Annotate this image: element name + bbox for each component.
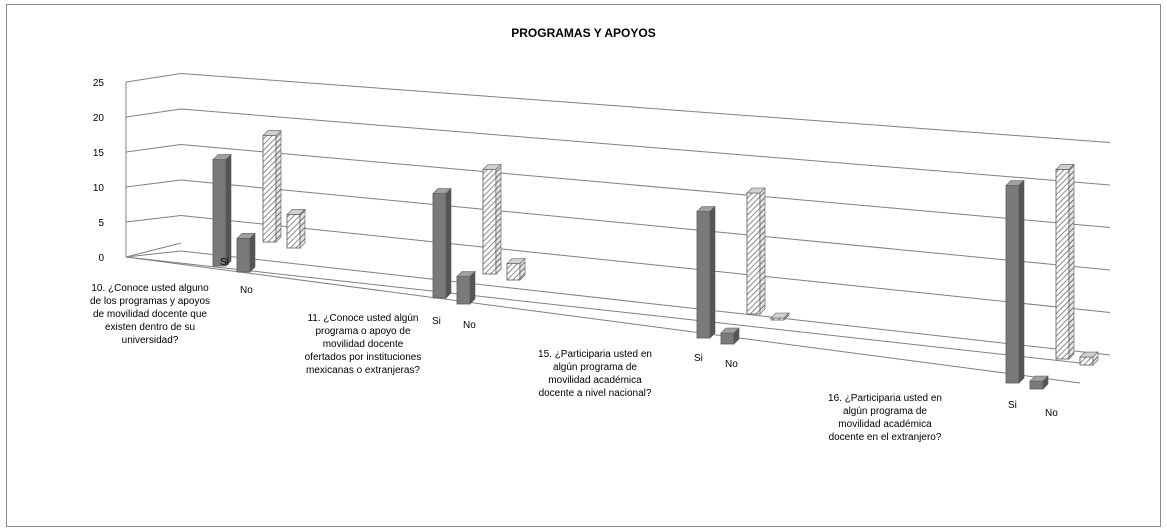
bar-front (212, 159, 227, 267)
question-line: de los programas y apoyos (89, 296, 211, 307)
bar-4-1 (1005, 179, 1025, 384)
gridline-back-10 (180, 179, 1111, 271)
bar-front (1005, 185, 1020, 384)
bar-2-1 (432, 187, 452, 299)
question-line: 16. ¿Participaria usted en (828, 393, 942, 404)
question-label-3: 15. ¿Participaria usted en algún programa… (520, 348, 670, 400)
question-line: 15. ¿Participaria usted en (538, 349, 652, 360)
bar-front (286, 213, 301, 249)
bar-front (506, 263, 521, 281)
category-label-no: No (240, 285, 253, 296)
bar-side (759, 187, 766, 315)
gridline-left-5 (125, 215, 182, 223)
bar-side (1042, 375, 1049, 390)
question-line: algún programa de (843, 406, 927, 417)
gridline-back-25 (180, 73, 1111, 143)
y-tick-label: 25 (93, 78, 105, 89)
y-tick-label: 5 (98, 218, 104, 229)
question-line: 10. ¿Conoce usted alguno (91, 283, 209, 294)
bar-front (1055, 168, 1070, 360)
category-label-si: Si (1008, 400, 1017, 411)
y-tick-label: 0 (98, 253, 104, 264)
bar-front (696, 211, 711, 339)
bar-side (445, 187, 452, 299)
bar-1-2 (236, 232, 256, 273)
gridline-back-0 (180, 250, 1111, 356)
bar-1-3 (262, 129, 282, 243)
gridline-left-15 (125, 144, 182, 153)
category-label-no: No (463, 320, 476, 331)
question-line: 11. ¿Conoce usted algún (307, 313, 419, 324)
bar-side (1092, 351, 1099, 366)
question-line: mexicanas o extranjeras? (306, 365, 420, 376)
question-line: de movilidad docente que (93, 309, 207, 320)
bar-side (1018, 179, 1025, 384)
question-line: universidad? (121, 335, 179, 346)
category-label-si: Si (694, 353, 703, 364)
bar-3-3 (746, 187, 766, 315)
bar-1-4 (286, 208, 306, 249)
bar-1-1 (212, 153, 232, 267)
question-line: algún programa de (553, 362, 637, 373)
category-label-si: Si (220, 257, 229, 268)
bar-front (1029, 380, 1044, 390)
bar-side (1068, 163, 1075, 360)
gridline-back-20 (180, 108, 1111, 186)
bar-front (746, 192, 761, 315)
bar-front (456, 276, 471, 305)
bar-side (275, 129, 282, 243)
category-label-si: Si (432, 316, 441, 327)
question-line: docente en el extranjero? (828, 432, 942, 443)
bar-side (495, 163, 502, 275)
bar-3-1 (696, 205, 716, 339)
question-line: docente a nivel nacional? (538, 388, 652, 399)
bar-side (299, 208, 306, 249)
bar-front (1079, 356, 1094, 366)
bar-front (262, 135, 277, 243)
y-tick-label: 10 (93, 183, 105, 194)
bar-side (225, 153, 232, 267)
bar-front (482, 169, 497, 275)
bar-front (720, 332, 735, 345)
gridline-left-10 (125, 179, 182, 188)
bar-front (236, 237, 251, 273)
question-line: ofertados por instituciones (304, 352, 422, 363)
bar-front (432, 193, 447, 299)
gridline-back-15 (180, 144, 1111, 228)
bar-side (519, 257, 526, 281)
bar-4-4 (1079, 351, 1099, 366)
question-line: existen dentro de su (104, 322, 196, 333)
question-line: movilidad académica (838, 419, 932, 430)
question-label-4: 16. ¿Participaria usted en algún programa… (810, 392, 960, 444)
question-line: movilidad docente (322, 339, 404, 350)
bar-side (709, 205, 716, 339)
question-line: programa o apoyo de (315, 326, 411, 337)
question-label-2: 11. ¿Conoce usted algún programa o apoyo … (278, 312, 448, 377)
category-label-no: No (725, 359, 738, 370)
question-line: movilidad académica (548, 375, 642, 386)
gridline-back-5 (180, 215, 1111, 313)
question-label-1: 10. ¿Conoce usted alguno de los programas… (70, 282, 230, 347)
bar-2-2 (456, 270, 476, 305)
bar-3-2 (720, 327, 740, 345)
bar-4-2 (1029, 375, 1049, 390)
y-tick-label: 20 (93, 113, 105, 124)
bar-side (249, 232, 256, 273)
gridline-left-20 (125, 108, 182, 118)
gridline-left-0 (125, 250, 182, 258)
bar-side (733, 327, 740, 345)
bar-3-4 (770, 312, 790, 321)
chart-title: PROGRAMAS Y APOYOS (511, 26, 656, 40)
bar-2-4 (506, 257, 526, 281)
bar-2-3 (482, 163, 502, 275)
bar-4-3 (1055, 163, 1075, 360)
bar-side (783, 312, 790, 321)
gridline-left-25 (125, 73, 182, 83)
floor-front-edge (125, 256, 1081, 384)
bar-side (469, 270, 476, 305)
category-label-no: No (1045, 408, 1058, 419)
y-tick-label: 15 (93, 148, 105, 159)
